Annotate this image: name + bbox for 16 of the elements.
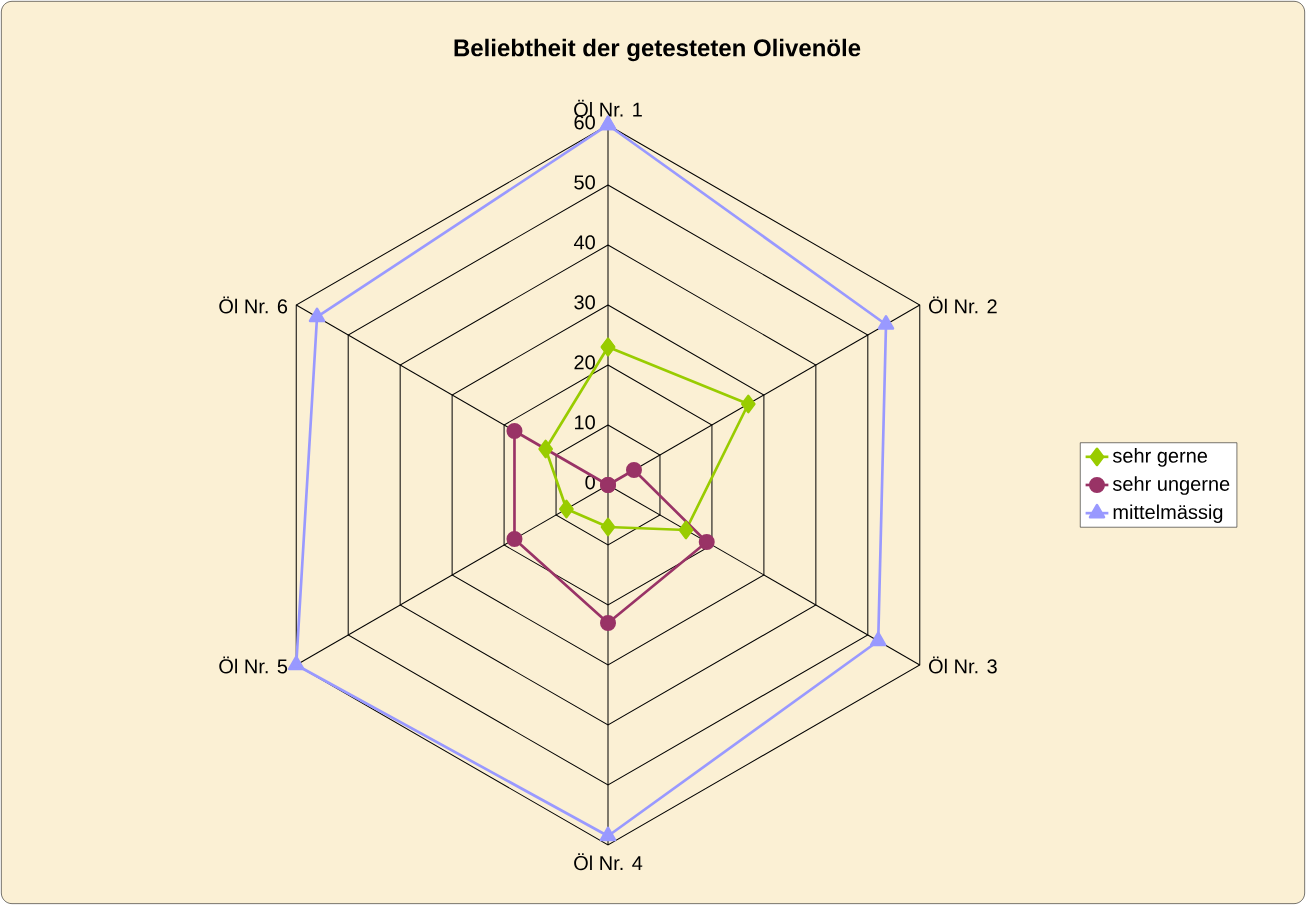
legend-label: sehr gerne	[1112, 448, 1208, 467]
spoke-label: Öl Nr. 6	[219, 296, 288, 314]
y-tick-label: 10	[575, 415, 595, 430]
y-tick-label: 20	[574, 355, 595, 370]
y-tick-label: 40	[573, 235, 595, 250]
legend-label: sehr ungerne	[1112, 476, 1230, 495]
spoke-label: Öl Nr. 5	[219, 656, 288, 674]
chart-title: Beliebtheit der getesteten Olivenöle	[454, 38, 861, 62]
y-tick-label: 30	[574, 295, 595, 310]
spoke-label: Öl Nr. 1	[574, 99, 642, 117]
spoke-label: Öl Nr. 2	[928, 296, 997, 314]
y-tick-label: 60	[574, 115, 595, 130]
y-tick-label: 50	[574, 175, 595, 190]
legend-label: mittelmässig	[1113, 504, 1223, 524]
spoke-label: Öl Nr. 3	[928, 656, 997, 674]
spoke-label: Öl Nr. 4	[574, 853, 643, 871]
